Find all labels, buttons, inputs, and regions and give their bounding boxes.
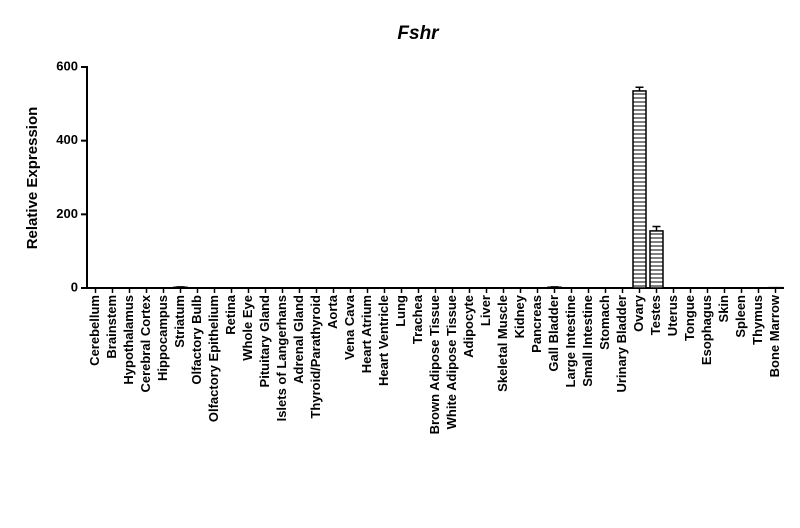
x-tick-label: Striatum [172,295,187,348]
x-tick-label: Uterus [665,295,680,336]
x-tick-label: Hypothalamus [121,295,136,385]
x-tick-label: Cerebral Cortex [138,294,153,392]
error-bar [635,86,644,91]
x-tick-label: Liver [478,295,493,326]
x-tick-label: Aorta [325,294,340,329]
x-tick-label: Adipocyte [461,295,476,358]
chart-title: Fshr [397,23,440,44]
bar [632,90,647,289]
x-tick-label: Esophagus [699,295,714,365]
y-tick-label: 0 [71,279,78,294]
x-tick-label: Whole Eye [240,295,255,361]
bar [649,230,664,289]
y-tick-label: 600 [56,58,78,73]
x-tick-label: Skin [716,295,731,323]
x-tick-label: Trachea [410,294,425,344]
x-tick-label: Brainstem [104,295,119,359]
x-tick-label: Spleen [733,295,748,338]
x-tick-label: Hippocampus [155,295,170,381]
x-tick-label: Ovary [631,294,646,332]
x-tick-label: Pituitary Gland [257,295,272,388]
x-tick-label: Kidney [512,294,527,338]
x-tick-label: Bone Marrow [767,294,782,377]
y-axis-label: Relative Expression [24,107,41,250]
x-tick-label: Small Intestine [580,295,595,387]
x-tick-label: Adrenal Gland [291,295,306,384]
x-tick-label: Brown Adipose Tissue [427,295,442,434]
error-bar [652,225,661,231]
x-tick-label: White Adipose Tissue [444,295,459,429]
x-tick-label: Skeletal Muscle [495,295,510,392]
x-tick-label: Gall Bladder [546,295,561,372]
y-tick-label: 400 [56,132,78,147]
x-tick-label: Olfactory Epithelium [206,295,221,422]
x-tick-label: Stomach [597,295,612,350]
x-tick-label: Islets of Langerhans [274,295,289,421]
x-tick-label: Thymus [750,295,765,345]
x-tick-label: Heart Atrium [359,295,374,373]
x-tick-label: Retina [223,294,238,335]
y-tick-label: 200 [56,206,78,221]
x-tick-label: Tongue [682,295,697,341]
x-tick-label: Vena Cava [342,294,357,360]
x-tick-label: Pancreas [529,295,544,353]
x-tick-label: Heart Ventricle [376,295,391,386]
x-tick-label: Lung [393,295,408,327]
x-tick-label: Cerebellum [87,295,102,366]
x-tick-label: Testes [648,295,663,335]
x-tick-label: Olfactory Bulb [189,295,204,385]
x-tick-label: Urinary Bladder [614,295,629,393]
x-tick-label: Thyroid/Parathyroid [308,295,323,419]
x-tick-label: Large Intestine [563,295,578,387]
